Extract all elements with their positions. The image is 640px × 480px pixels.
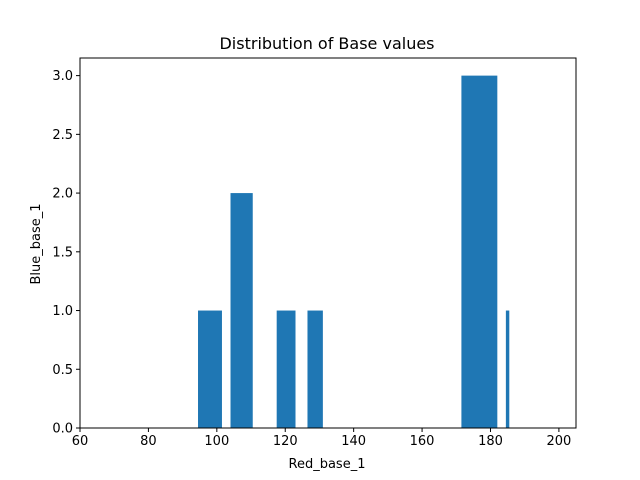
x-tick-label: 80	[140, 434, 157, 449]
x-tick-label: 60	[72, 434, 89, 449]
x-tick-label: 200	[546, 434, 571, 449]
bar-4	[461, 75, 498, 428]
bar-2	[276, 310, 296, 428]
x-tick-label: 180	[478, 434, 503, 449]
y-axis-label: Blue_base_1	[29, 203, 44, 284]
y-tick-label: 3.0	[52, 69, 73, 84]
x-tick-label: 100	[204, 434, 229, 449]
y-tick-label: 2.0	[52, 187, 73, 202]
bar-1	[230, 193, 253, 428]
bar-3	[307, 310, 323, 428]
x-tick-label: 120	[273, 434, 298, 449]
y-axis-ticks: 0.0 0.5 1.0 1.5 2.0 2.5 3.0	[52, 69, 80, 437]
plot-area-frame	[79, 57, 577, 429]
y-tick-label: 1.5	[52, 245, 73, 260]
y-tick-label: 2.5	[52, 128, 73, 143]
bar-5	[505, 310, 510, 428]
bars-group	[198, 75, 510, 428]
y-tick-label: 1.0	[52, 304, 73, 319]
chart-title: Distribution of Base values	[219, 34, 434, 53]
x-tick-label: 140	[341, 434, 366, 449]
bar-0	[198, 310, 222, 428]
x-tick-label: 160	[410, 434, 435, 449]
y-tick-label: 0.5	[52, 363, 73, 378]
x-axis-label: Red_base_1	[289, 457, 366, 472]
y-tick-label: 0.0	[52, 422, 73, 437]
x-axis-ticks: 60 80 100 120 140 160 180 200	[72, 428, 571, 449]
